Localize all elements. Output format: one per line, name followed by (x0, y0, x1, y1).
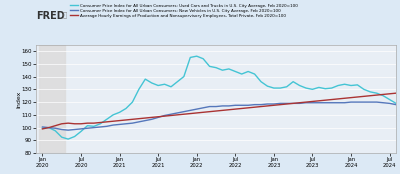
Bar (39, 45, 65, 153)
Text: FRED: FRED (36, 11, 65, 21)
Y-axis label: Index: Index (16, 90, 21, 108)
Legend: Consumer Price Index for All Urban Consumers: Used Cars and Trucks in U.S. City : Consumer Price Index for All Urban Consu… (70, 3, 298, 18)
Text: ⼌: ⼌ (63, 11, 67, 18)
